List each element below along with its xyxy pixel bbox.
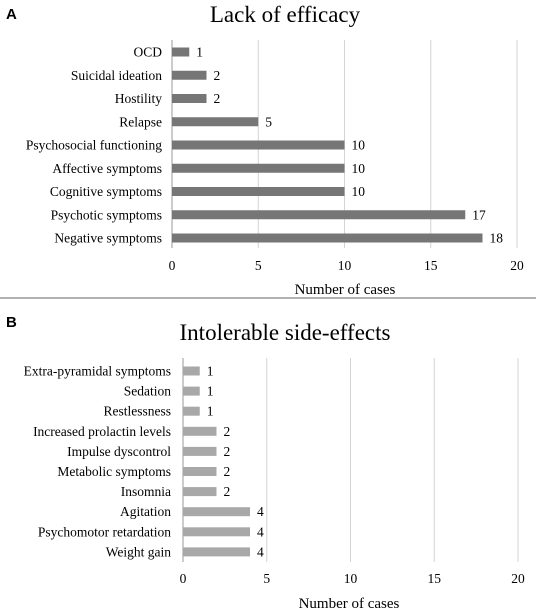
chart1-bar xyxy=(183,426,217,436)
chart1-bar xyxy=(183,507,250,517)
chart1-data-label: 2 xyxy=(224,484,231,499)
chart0-data-label: 17 xyxy=(472,207,486,222)
chart0-bar xyxy=(172,94,207,103)
chart0-data-label: 10 xyxy=(352,161,366,176)
chart1-category-label: Impulse dyscontrol xyxy=(67,444,171,459)
chart1-data-label: 1 xyxy=(207,384,214,399)
chart0-data-label: 5 xyxy=(265,114,272,129)
chart1-title: Intolerable side-effects xyxy=(180,320,391,345)
chart0-tick-label: 10 xyxy=(338,258,352,273)
chart0-bar xyxy=(172,70,207,80)
chart0-data-label: 2 xyxy=(214,68,221,83)
chart1-data-label: 1 xyxy=(207,364,214,379)
chart1-x-axis-label: Number of cases xyxy=(299,596,400,612)
chart0-tick-label: 20 xyxy=(510,258,524,273)
chart1-data-label: 2 xyxy=(224,444,231,459)
chart1-tick-label: 15 xyxy=(428,571,442,586)
chart1-tick-label: 0 xyxy=(180,571,187,586)
chart0-category-label: Suicidal ideation xyxy=(71,68,162,83)
chart1-panel-letter: B xyxy=(6,314,17,331)
chart0-category-label: Psychosocial functioning xyxy=(26,138,162,153)
chart0-category-label: Negative symptoms xyxy=(54,231,162,246)
chart1-category-label: Weight gain xyxy=(106,544,172,559)
chart0-bar xyxy=(172,187,345,196)
chart1-category-label: Metabolic symptoms xyxy=(57,464,171,479)
chart0-data-label: 10 xyxy=(352,138,366,153)
chart1-bar xyxy=(183,386,200,396)
chart0-data-label: 18 xyxy=(490,231,504,246)
chart1-category-label: Psychomotor retardation xyxy=(38,524,171,539)
chart1-tick-label: 5 xyxy=(263,571,270,586)
chart0-category-label: Affective symptoms xyxy=(52,161,162,176)
chart0-bar xyxy=(172,163,345,173)
chart0-category-label: Hostility xyxy=(115,91,163,106)
chart0-bar xyxy=(172,140,345,150)
chart1-data-label: 2 xyxy=(224,464,231,479)
chart0-title: Lack of efficacy xyxy=(210,2,361,27)
chart1-category-label: Insomnia xyxy=(121,484,171,499)
chart0-bar xyxy=(172,233,483,243)
chart1-bar xyxy=(183,366,200,376)
chart1-data-label: 4 xyxy=(257,504,264,519)
chart1-tick-label: 20 xyxy=(511,571,525,586)
chart0-x-axis-label: Number of cases xyxy=(295,282,396,298)
chart1-bar xyxy=(183,547,250,557)
chart0-category-label: OCD xyxy=(133,45,162,60)
chart1-bar xyxy=(183,406,200,416)
chart0-data-label: 1 xyxy=(196,45,203,60)
chart0-category-label: Relapse xyxy=(119,114,162,129)
chart0-bar xyxy=(172,117,259,127)
chart0-category-label: Cognitive symptoms xyxy=(50,184,162,199)
chart0-tick-label: 15 xyxy=(424,258,438,273)
chart1-category-label: Agitation xyxy=(120,504,171,519)
chart1-data-label: 2 xyxy=(224,424,231,439)
chart0-tick-label: 0 xyxy=(169,258,176,273)
chart0-data-label: 2 xyxy=(214,91,221,106)
chart1-bar xyxy=(183,487,217,497)
chart0-bar xyxy=(172,210,466,220)
chart1-bar xyxy=(183,446,217,456)
chart0-panel-letter: A xyxy=(6,6,17,23)
chart1-data-label: 4 xyxy=(257,524,264,539)
chart0-data-label: 10 xyxy=(352,184,366,199)
chart1-bar xyxy=(183,467,217,476)
chart1-tick-label: 10 xyxy=(344,571,358,586)
chart1-category-label: Sedation xyxy=(124,384,171,399)
chart0-category-label: Psychotic symptoms xyxy=(51,207,162,222)
chart1-category-label: Increased prolactin levels xyxy=(33,424,171,439)
chart1-bar xyxy=(183,527,250,537)
chart1-category-label: Restlessness xyxy=(104,404,172,419)
chart1-data-label: 1 xyxy=(207,404,214,419)
chart0-tick-label: 5 xyxy=(255,258,262,273)
chart1-category-label: Extra-pyramidal symptoms xyxy=(24,364,171,379)
chart0-bar xyxy=(172,47,190,57)
chart1-data-label: 4 xyxy=(257,544,264,559)
